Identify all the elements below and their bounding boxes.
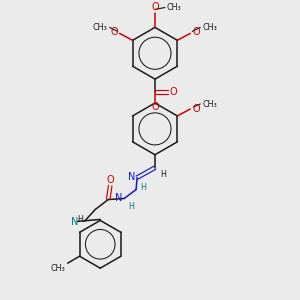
Text: O: O: [106, 175, 114, 184]
Text: H: H: [128, 202, 134, 211]
Text: N: N: [115, 193, 122, 202]
Text: O: O: [110, 27, 118, 38]
Text: CH₃: CH₃: [51, 264, 66, 273]
Text: CH₃: CH₃: [93, 23, 108, 32]
Text: CH₃: CH₃: [167, 3, 182, 12]
Text: O: O: [151, 2, 159, 13]
Text: O: O: [151, 102, 159, 112]
Text: N: N: [128, 172, 135, 182]
Text: O: O: [192, 27, 200, 38]
Text: H: H: [160, 170, 166, 179]
Text: N: N: [71, 218, 78, 227]
Text: H: H: [140, 183, 146, 192]
Text: H: H: [77, 215, 83, 224]
Text: CH₃: CH₃: [202, 23, 217, 32]
Text: CH₃: CH₃: [202, 100, 217, 109]
Text: O: O: [192, 104, 200, 114]
Text: O: O: [170, 87, 178, 97]
